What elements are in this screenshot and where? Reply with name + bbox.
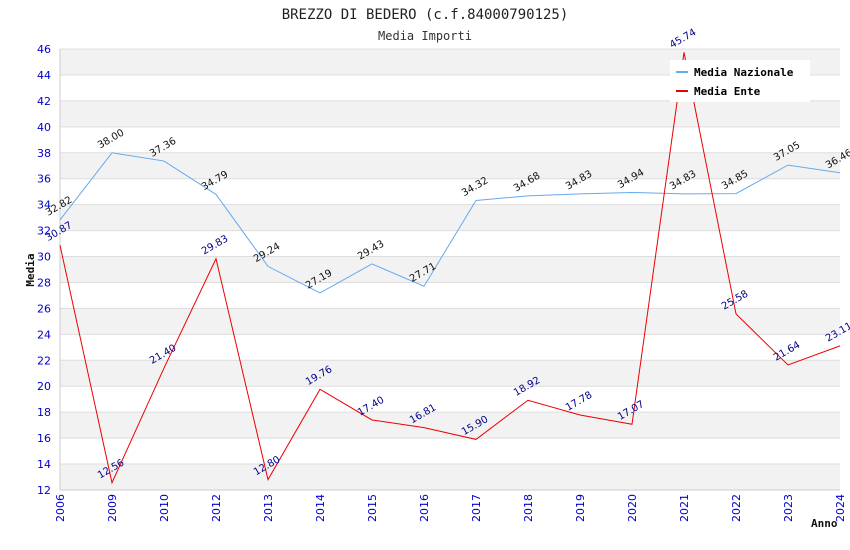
x-tick-label: 2006 [54,494,67,522]
y-axis-title: Media [24,253,37,286]
grid-band [60,412,840,439]
y-tick-labels: 12 14 16 18 20 22 24 26 28 30 32 34 36 38 40 42 44 46 [37,43,51,497]
x-tick-label: 2023 [782,494,795,522]
legend-label: Media Nazionale [694,66,794,79]
x-tick-label: 2015 [366,494,379,522]
grid-band [60,152,840,179]
data-label-ente: 17.78 [564,390,594,414]
x-tick-label: 2010 [158,494,171,522]
grid-band [60,360,840,387]
legend: Media Nazionale Media Ente [670,60,810,102]
x-tick-label: 2014 [314,494,327,522]
x-tick-label: 2016 [418,494,431,522]
x-tick-label: 2009 [106,494,119,522]
x-tick-label: 2022 [730,494,743,522]
data-label-nazionale: 38.00 [96,128,126,152]
x-tick-label: 2019 [574,494,587,522]
y-tick-label: 44 [37,69,51,82]
y-tick-label: 12 [37,484,51,497]
series-line-media-ente [59,52,841,485]
y-tick-label: 36 [37,173,51,186]
y-tick-label: 46 [37,43,51,56]
x-tick-label: 2012 [210,494,223,522]
chart-title: BREZZO DI BEDERO (c.f.84000790125) [282,7,569,23]
x-tick-label: 2018 [522,494,535,522]
grid-band [60,464,840,490]
series-layer [59,52,841,485]
y-tick-label: 32 [37,225,51,238]
y-tick-label: 40 [37,121,51,134]
y-tick-label: 20 [37,380,51,393]
y-tick-label: 42 [37,95,51,108]
grid-bands [60,49,840,490]
series-line-media-nazionale [59,152,841,294]
grid-band [60,308,840,335]
x-tick-label: 2024 [834,494,847,522]
grid-band [60,256,840,283]
x-tick-label: 2021 [678,494,691,522]
grid-band [60,100,840,127]
legend-box [670,60,810,102]
x-tick-label: 2013 [262,494,275,522]
data-label-ente: 29.83 [200,233,230,257]
y-tick-label: 16 [37,432,51,445]
grid-band [60,204,840,231]
x-tick-label: 2017 [470,494,483,522]
data-label-ente: 30.87 [44,220,74,244]
y-tick-label: 34 [37,199,51,212]
data-label-ente: 45.74 [668,27,698,51]
y-tick-label: 38 [37,147,51,160]
y-tick-label: 30 [37,251,51,264]
y-tick-label: 22 [37,354,51,367]
chart-subtitle: Media Importi [378,29,472,43]
x-tick-label: 2020 [626,494,639,522]
y-tick-label: 28 [37,276,51,289]
grid-lines [60,48,840,491]
x-tick-labels: 2006 2009 2010 2012 2013 2014 2015 2016 2017 2018… [54,494,847,522]
legend-label: Media Ente [694,85,761,98]
y-tick-label: 24 [37,328,51,341]
y-tick-label: 14 [37,458,51,471]
y-tick-label: 26 [37,302,51,315]
y-tick-label: 18 [37,406,51,419]
x-axis-title: Anno [811,517,838,530]
